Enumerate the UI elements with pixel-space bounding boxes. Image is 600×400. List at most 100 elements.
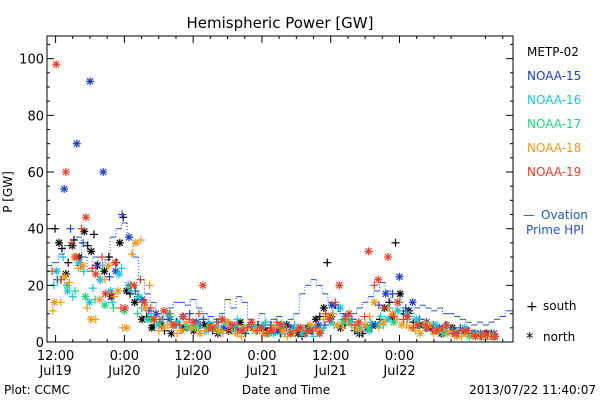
point-noaa-18-north xyxy=(214,326,223,335)
point-noaa-19-south xyxy=(194,309,203,318)
point-noaa-15-south xyxy=(374,301,383,310)
point-noaa-18-south xyxy=(83,304,92,312)
point-noaa-18-south xyxy=(374,323,383,332)
point-noaa-19-south xyxy=(321,309,330,318)
point-noaa-19-north xyxy=(491,332,500,341)
legend-entry-noaa-17: NOAA-17 xyxy=(527,117,581,131)
point-noaa-15-south xyxy=(105,272,114,281)
point-noaa-19-north xyxy=(120,304,129,312)
point-noaa-19-north xyxy=(452,329,461,338)
x-tick-label-time: 0:00 xyxy=(110,349,139,364)
point-noaa-15-north xyxy=(60,185,69,193)
point-noaa-19-north xyxy=(364,247,373,256)
point-metp-02-north xyxy=(147,323,156,332)
y-tick-label: 60 xyxy=(27,166,44,181)
point-noaa-16-south xyxy=(88,284,97,293)
point-noaa-19-north xyxy=(315,329,324,338)
point-noaa-18-south xyxy=(338,323,347,332)
point-noaa-19-north xyxy=(61,168,70,176)
footer-timestamp: 2013/07/22 11:40:07 xyxy=(469,383,596,397)
point-noaa-18-south xyxy=(329,309,338,318)
point-noaa-17-south xyxy=(109,304,118,312)
x-axis-label: Date and Time xyxy=(242,383,330,397)
point-metp-02-north xyxy=(100,267,109,276)
point-noaa-16-north xyxy=(134,292,143,301)
y-tick-label: 40 xyxy=(27,223,44,238)
point-noaa-19-north xyxy=(306,326,315,335)
x-tick-label-date: Jul21 xyxy=(245,364,278,379)
point-noaa-18-north xyxy=(397,321,406,329)
x-tick-label-time: 0:00 xyxy=(247,349,276,364)
ovation-legend-label-1: Ovation xyxy=(541,208,588,222)
point-noaa-19-north xyxy=(159,306,168,315)
point-noaa-18-south xyxy=(65,278,74,287)
point-noaa-15-south xyxy=(79,238,88,247)
point-noaa-18-south xyxy=(145,281,154,290)
point-noaa-19-south xyxy=(399,315,408,324)
point-noaa-19-south xyxy=(370,281,379,290)
point-noaa-17-north xyxy=(100,301,109,310)
point-noaa-15-south xyxy=(199,315,208,324)
point-metp-02-north xyxy=(396,289,405,298)
point-noaa-19-north xyxy=(286,329,295,338)
point-noaa-19-north xyxy=(413,321,422,329)
point-noaa-19-south xyxy=(136,275,145,284)
point-noaa-19-south xyxy=(146,304,155,312)
ovation-legend-label-2: Prime HPI xyxy=(526,223,584,237)
point-noaa-19-north xyxy=(72,253,81,261)
point-noaa-16-south xyxy=(108,298,117,307)
point-noaa-19-south xyxy=(77,224,86,233)
point-noaa-15-north xyxy=(124,233,133,242)
point-noaa-17-south xyxy=(71,287,80,295)
legend-entry-noaa-15: NOAA-15 xyxy=(527,69,581,83)
point-noaa-19-south xyxy=(341,315,350,324)
point-noaa-19-south xyxy=(67,238,76,247)
legend-entry-noaa-18: NOAA-18 xyxy=(527,141,581,155)
south-label: south xyxy=(543,299,577,313)
point-noaa-19-south xyxy=(302,329,311,338)
point-noaa-19-north xyxy=(101,289,110,298)
point-metp-02-south xyxy=(323,258,332,267)
point-noaa-18-south xyxy=(100,275,109,284)
point-noaa-15-south xyxy=(66,224,75,233)
point-noaa-19-north xyxy=(257,323,266,332)
point-noaa-16-south xyxy=(79,267,88,276)
hemisphere-legend: + south * north xyxy=(526,299,577,347)
y-tick-label: 80 xyxy=(27,109,44,124)
point-metp-02-north xyxy=(87,247,96,256)
point-noaa-19-north xyxy=(403,312,412,321)
point-noaa-18-north xyxy=(333,321,342,329)
point-noaa-19-south xyxy=(272,318,281,327)
x-tick-label-date: Jul21 xyxy=(314,364,347,379)
point-noaa-19-north xyxy=(208,323,217,332)
point-metp-02-south xyxy=(315,312,324,321)
y-tick-label: 20 xyxy=(27,279,44,294)
point-noaa-18-north xyxy=(87,315,96,324)
point-noaa-15-north xyxy=(85,77,94,86)
point-noaa-15-north xyxy=(72,139,81,148)
point-noaa-19-north xyxy=(461,326,470,335)
point-noaa-18-north xyxy=(114,287,123,295)
point-noaa-19-north xyxy=(335,281,344,290)
point-noaa-19-north xyxy=(374,275,383,284)
y-tick-label: 0 xyxy=(36,336,44,351)
point-noaa-18-north xyxy=(122,323,131,332)
point-noaa-19-north xyxy=(267,326,276,335)
point-metp-02-south xyxy=(391,238,400,247)
point-noaa-15-north xyxy=(408,298,417,307)
x-tick-label-time: 12:00 xyxy=(312,349,349,364)
point-noaa-19-north xyxy=(228,321,237,329)
x-tick-label-date: Jul20 xyxy=(176,364,209,379)
point-metp-02-north xyxy=(319,304,328,312)
point-metp-02-north xyxy=(130,298,139,307)
point-noaa-18-north xyxy=(370,298,379,307)
point-metp-02-north xyxy=(55,238,64,247)
point-noaa-19-north xyxy=(423,323,432,332)
legend-entry-metp-02: METP-02 xyxy=(527,45,579,59)
point-noaa-19-south xyxy=(88,264,97,273)
ovation-legend: — Ovation Prime HPI xyxy=(523,208,588,237)
point-noaa-19-north xyxy=(276,321,285,329)
point-noaa-18-south xyxy=(356,326,365,335)
point-noaa-18-north xyxy=(104,261,113,270)
